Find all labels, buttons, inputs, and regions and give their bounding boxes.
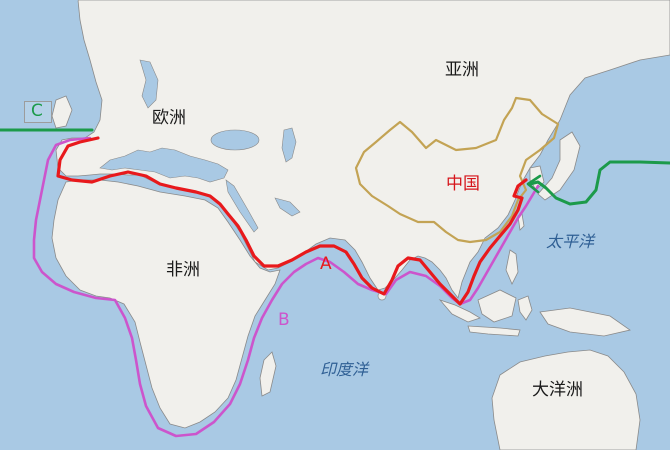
- sea-persian-gulf: [274, 197, 301, 217]
- route-c-arrow-icon: [526, 174, 542, 194]
- route-a-line: [56, 136, 528, 306]
- label-indian-ocean: 印度洋: [320, 360, 369, 379]
- label-pacific-ocean: 太平洋: [546, 232, 595, 251]
- label-route-a: A: [320, 254, 332, 274]
- route-c-line-east: [528, 160, 670, 206]
- label-china: 中国: [446, 174, 480, 194]
- land-borneo: [477, 289, 517, 323]
- route-b-line: [32, 136, 540, 438]
- label-oceania: 大洋洲: [532, 380, 583, 400]
- land-new-guinea: [539, 307, 631, 337]
- land-britain: [51, 95, 73, 129]
- china-border: [354, 96, 560, 244]
- land-sulawesi: [517, 295, 533, 321]
- label-route-b: B: [278, 310, 290, 330]
- sea-black: [210, 129, 260, 151]
- label-africa: 非洲: [166, 260, 200, 280]
- land-australia: [491, 349, 641, 450]
- sea-caspian: [281, 127, 297, 163]
- land-madagascar: [259, 351, 277, 397]
- land-africa: [51, 179, 281, 429]
- label-route-c: C: [31, 101, 43, 121]
- route-c-label-box: [24, 101, 52, 123]
- land-sumatra: [438, 299, 481, 323]
- label-asia: 亚洲: [445, 60, 479, 80]
- label-europe: 欧洲: [152, 108, 186, 128]
- sea-atlantic-north: [0, 0, 78, 90]
- sea-red: [225, 179, 259, 233]
- land-java: [467, 325, 521, 337]
- sea-baltic: [139, 59, 159, 109]
- sea-mediterranean: [99, 147, 229, 183]
- land-philippines: [505, 249, 519, 285]
